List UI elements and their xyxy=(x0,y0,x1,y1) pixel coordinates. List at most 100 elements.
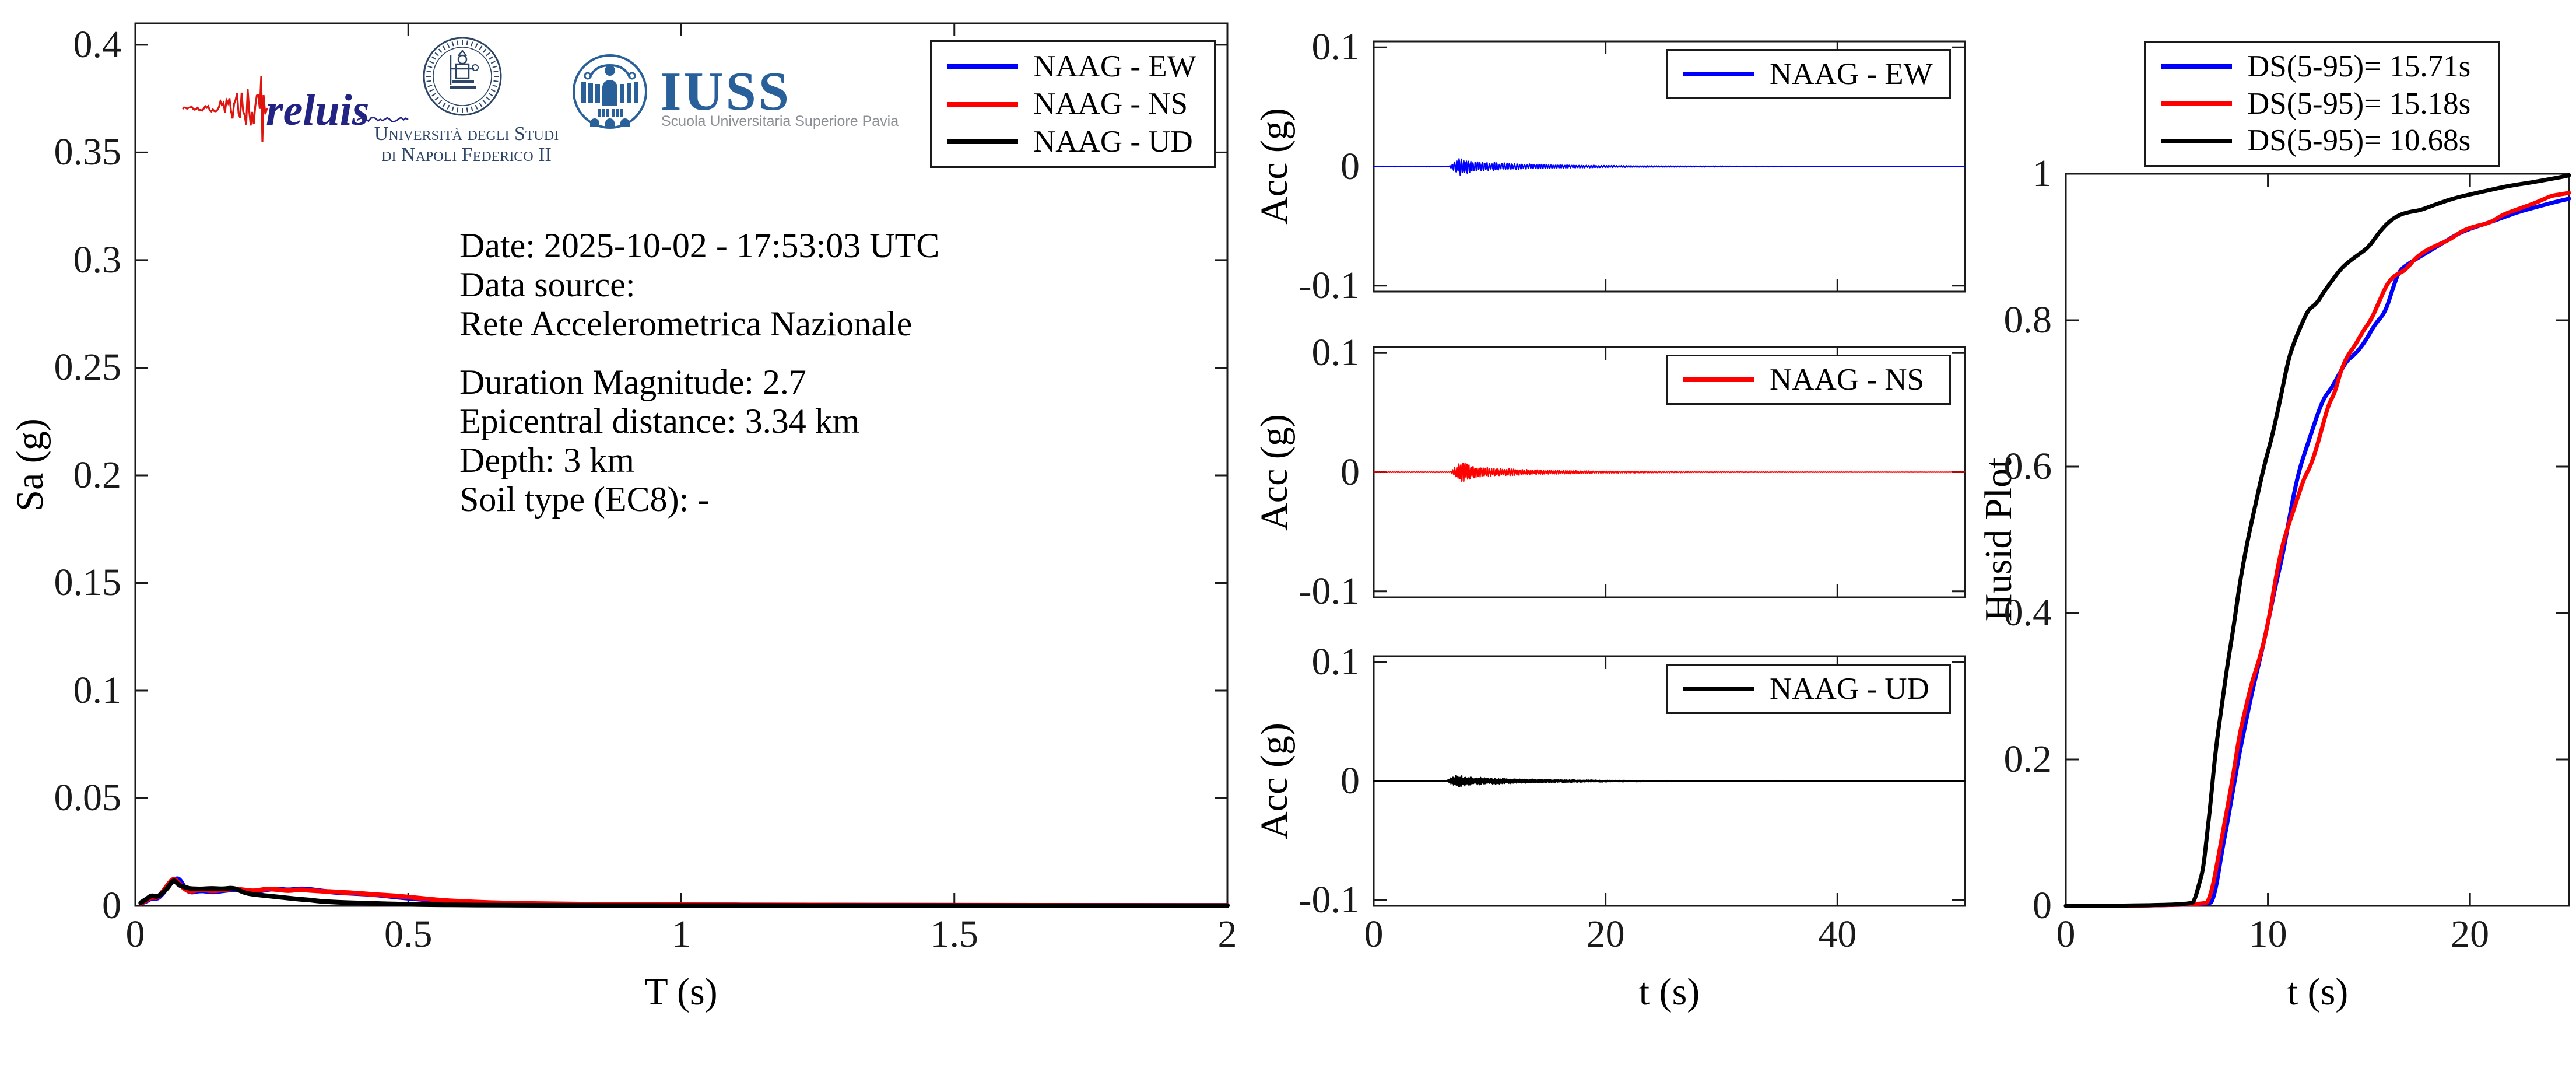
sa-legend: NAAG - EW NAAG - NS NAAG - UD xyxy=(930,40,1216,168)
acc-ns-y-axis-label: Acc (g) xyxy=(1253,414,1296,531)
legend-row-ew: NAAG - EW xyxy=(947,51,1208,82)
depth: Depth: 3 km xyxy=(459,440,634,479)
husid-legend: DS(5-95)= 15.71s DS(5-95)= 15.18s DS(5-9… xyxy=(2144,41,2500,167)
ud-ytick-label: -0.1 xyxy=(1298,878,1360,921)
legend-label-ns: NAAG - NS xyxy=(1033,87,1188,121)
ew-ytick-label: -0.1 xyxy=(1298,264,1360,307)
husid-ytick-label: 1 xyxy=(2033,152,2052,195)
ud-ytick-label: 0.1 xyxy=(1311,640,1360,684)
ns-ytick-label: 0 xyxy=(1340,450,1360,493)
ns-ytick-label: -0.1 xyxy=(1298,569,1360,612)
sa-ytick-label: 0.15 xyxy=(54,561,122,604)
legend-row-ds-ns: DS(5-95)= 15.18s xyxy=(2161,86,2492,121)
legend-row-ud: NAAG - UD xyxy=(947,124,1208,159)
unina-name-line1: Università degli Studi xyxy=(374,123,559,145)
event-date: Date: 2025-10-02 - 17:53:03 UTC xyxy=(459,226,940,265)
legend-line-ns-icon xyxy=(1683,377,1754,382)
acc-ew-y-axis-label: Acc (g) xyxy=(1253,108,1296,225)
husid-x-axis-label: t (s) xyxy=(2287,971,2349,1013)
legend-line-ew-icon xyxy=(2161,64,2232,69)
legend-label-ds-ud: DS(5-95)= 10.68s xyxy=(2247,124,2471,158)
iuss-logo: IUSS Scuola Universitaria Superiore Pavi… xyxy=(573,54,899,129)
ns-ytick-label: 0.1 xyxy=(1311,331,1360,374)
acc-ns-legend: NAAG - NS xyxy=(1666,355,1951,405)
ud-xtick-label: 20 xyxy=(1586,913,1625,955)
sa-y-axis-label: Sa (g) xyxy=(9,418,51,512)
reluis-waveform-icon xyxy=(181,76,268,142)
legend-label-ds-ew: DS(5-95)= 15.71s xyxy=(2247,49,2471,83)
legend-label-ew: NAAG - EW xyxy=(1033,49,1196,83)
epicentral-distance: Epicentral distance: 3.34 km xyxy=(459,401,860,440)
iuss-acronym: IUSS xyxy=(660,61,791,122)
sa-ytick-label: 0.35 xyxy=(54,131,122,174)
legend-label-ud: NAAG - UD xyxy=(1033,124,1193,159)
iuss-subtitle: Scuola Universitaria Superiore Pavia xyxy=(661,113,899,129)
sa-xtick-label: 2 xyxy=(1217,913,1237,955)
legend-line-ew-icon xyxy=(947,64,1018,69)
sa-ytick-label: 0 xyxy=(102,884,121,927)
husid-series-ud xyxy=(2063,173,2571,908)
acc-ud-legend: NAAG - UD xyxy=(1666,664,1951,714)
legend-label-ud: NAAG - UD xyxy=(1770,671,1929,706)
acc-x-axis-label: t (s) xyxy=(1638,971,1700,1013)
sa-xtick-label: 1 xyxy=(672,913,691,955)
legend-row-ds-ew: DS(5-95)= 15.71s xyxy=(2161,51,2492,82)
legend-line-ud-icon xyxy=(2161,138,2232,143)
duration-magnitude: Duration Magnitude: 2.7 xyxy=(459,362,806,401)
sa-ytick-label: 0.4 xyxy=(73,23,122,66)
sa-ytick-label: 0.3 xyxy=(73,238,122,281)
sa-x-axis-label: T (s) xyxy=(644,971,718,1013)
husid-ytick-label: 0 xyxy=(2033,884,2052,927)
sa-xtick-label: 1.5 xyxy=(930,913,979,955)
sa-series-ud xyxy=(138,878,1230,908)
legend-label-ns: NAAG - NS xyxy=(1770,362,1924,397)
ew-ytick-label: 0 xyxy=(1340,145,1360,188)
iuss-building-icon xyxy=(581,64,638,127)
legend-label-ds-ns: DS(5-95)= 15.18s xyxy=(2247,86,2471,121)
husid-ytick-label: 0.8 xyxy=(2003,299,2052,341)
soil-type: Soil type (EC8): - xyxy=(459,480,710,519)
husid-xtick-label: 20 xyxy=(2451,913,2490,955)
legend-row-ns: NAAG - NS xyxy=(1683,362,1943,397)
unina-logo: Università degli Studi di Napoli Federic… xyxy=(374,37,559,166)
sa-ytick-label: 0.25 xyxy=(54,346,122,389)
husid-series-ns xyxy=(2063,191,2571,908)
ew-ytick-label: 0.1 xyxy=(1311,26,1360,69)
legend-row-ud: NAAG - UD xyxy=(1683,671,1943,706)
unina-seal-inner-ring xyxy=(433,47,492,106)
husid-axes-frame xyxy=(2065,173,2570,907)
ew-series-ew xyxy=(1373,158,1966,176)
legend-row-ew: NAAG - EW xyxy=(1683,57,1943,91)
data-source-value: Rete Accelerometrica Nazionale xyxy=(459,304,913,344)
sa-ytick-label: 0.2 xyxy=(73,453,122,496)
ud-xtick-label: 0 xyxy=(1364,913,1384,955)
acc-ew-legend: NAAG - EW xyxy=(1666,49,1951,99)
legend-row-ds-ud: DS(5-95)= 10.68s xyxy=(2161,125,2492,156)
legend-label-ew: NAAG - EW xyxy=(1770,57,1933,91)
event-info-block: Date: 2025-10-02 - 17:53:03 UTC Data sou… xyxy=(459,226,939,519)
ud-series-ud xyxy=(1373,775,1966,787)
husid-xtick-label: 0 xyxy=(2056,913,2076,955)
reluis-wordmark: reluis xyxy=(266,86,369,135)
unina-seal-figure-icon xyxy=(426,40,499,113)
legend-line-ud-icon xyxy=(1683,687,1754,691)
sa-ytick-label: 0.05 xyxy=(54,776,122,820)
husid-xtick-label: 10 xyxy=(2248,913,2287,955)
legend-row-ns: NAAG - NS xyxy=(947,89,1208,120)
husid-ytick-label: 0.4 xyxy=(2003,591,2052,634)
ud-xtick-label: 40 xyxy=(1818,913,1857,955)
reluis-trailing-line-icon xyxy=(356,116,409,122)
logos-banner: reluis Università degli Studi di Napoli … xyxy=(181,37,899,166)
unina-seal-icon xyxy=(423,37,502,116)
ud-ytick-label: 0 xyxy=(1340,759,1360,802)
sa-ytick-label: 0.1 xyxy=(73,668,122,712)
legend-line-ew-icon xyxy=(1683,72,1754,76)
husid-ytick-label: 0.2 xyxy=(2003,738,2052,780)
legend-line-ns-icon xyxy=(947,101,1018,107)
data-source-label: Data source: xyxy=(459,265,636,304)
legend-line-ns-icon xyxy=(2161,101,2232,106)
ns-series-ns xyxy=(1373,463,1966,482)
acc-ud-y-axis-label: Acc (g) xyxy=(1253,723,1296,839)
